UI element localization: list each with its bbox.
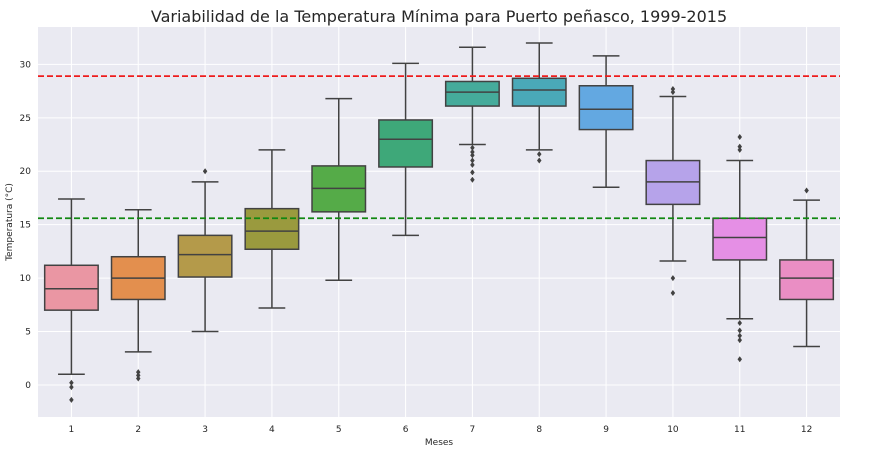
outlier-point <box>537 151 542 158</box>
x-tick-label: 11 <box>734 425 745 435</box>
box <box>43 264 99 311</box>
x-tick-label: 7 <box>470 425 476 435</box>
box <box>378 119 434 168</box>
y-tick-label: 25 <box>20 114 31 124</box>
y-tick-label: 10 <box>20 274 32 284</box>
box <box>511 77 567 107</box>
outlier-point <box>737 337 742 344</box>
outlier-point <box>202 168 208 175</box>
outlier-point <box>737 356 742 363</box>
outlier-point <box>470 169 475 176</box>
y-axis-label: Temperatura (°C) <box>5 183 15 262</box>
outlier-point <box>470 152 475 159</box>
box-series <box>43 42 835 403</box>
x-tick-label: 10 <box>667 425 679 435</box>
x-tick-label: 1 <box>69 425 75 435</box>
outlier-point <box>670 85 676 92</box>
y-tick-label: 5 <box>25 328 31 338</box>
box <box>712 217 768 261</box>
outlier-point <box>737 327 742 334</box>
box-month-4 <box>244 149 300 309</box>
outlier-point <box>470 176 475 183</box>
outlier-point <box>737 134 742 141</box>
outlier-point <box>670 275 676 282</box>
outlier-point <box>804 187 809 194</box>
box-month-11 <box>712 134 768 363</box>
outlier-point <box>670 89 676 96</box>
box-month-1 <box>43 198 99 403</box>
outlier-point <box>69 396 74 403</box>
box <box>578 85 634 131</box>
x-tick-label: 12 <box>801 425 812 435</box>
box-month-8 <box>511 42 567 164</box>
outlier-point <box>737 143 742 150</box>
outlier-point <box>136 375 141 382</box>
outlier-point <box>737 146 742 153</box>
reference-lines <box>38 75 840 220</box>
y-tick-label: 15 <box>20 221 31 231</box>
outlier-point <box>670 290 676 297</box>
box-month-5 <box>311 97 367 281</box>
outlier-point <box>69 379 74 386</box>
box-month-6 <box>378 62 434 237</box>
x-tick-label: 9 <box>603 425 609 435</box>
plot-area <box>38 27 840 417</box>
box <box>244 207 300 250</box>
box-month-10 <box>645 85 701 297</box>
outlier-point <box>737 332 742 339</box>
chart-title: Variabilidad de la Temperatura Mínima pa… <box>151 7 727 26</box>
outlier-point <box>470 157 475 164</box>
box-month-9 <box>578 55 634 189</box>
outlier-point <box>470 149 475 156</box>
y-tick-label: 30 <box>20 60 32 70</box>
box <box>444 80 500 107</box>
x-axis-label: Meses <box>425 438 454 448</box>
outlier-point <box>470 161 475 168</box>
outlier-point <box>470 144 475 151</box>
x-tick-label: 5 <box>336 425 342 435</box>
y-axis-ticks: 0 5 10 15 20 25 30 <box>20 60 32 391</box>
box-month-3 <box>177 168 233 333</box>
y-tick-label: 0 <box>25 381 31 391</box>
box <box>779 259 835 301</box>
outlier-point <box>69 384 74 391</box>
x-tick-label: 6 <box>403 425 409 435</box>
x-tick-label: 3 <box>202 425 208 435</box>
outlier-point <box>136 369 141 376</box>
outlier-point <box>537 157 542 164</box>
box-month-2 <box>110 208 166 382</box>
box <box>177 234 233 278</box>
outlier-point <box>136 372 141 379</box>
x-tick-label: 8 <box>536 425 542 435</box>
outlier-point <box>737 319 742 326</box>
box-month-7 <box>444 46 500 183</box>
x-axis-ticks: 1 2 3 4 5 6 7 8 9 10 11 12 <box>69 425 813 435</box>
y-tick-label: 20 <box>20 167 32 177</box>
box-month-12 <box>779 187 835 348</box>
x-tick-label: 2 <box>135 425 141 435</box>
x-tick-label: 4 <box>269 425 275 435</box>
